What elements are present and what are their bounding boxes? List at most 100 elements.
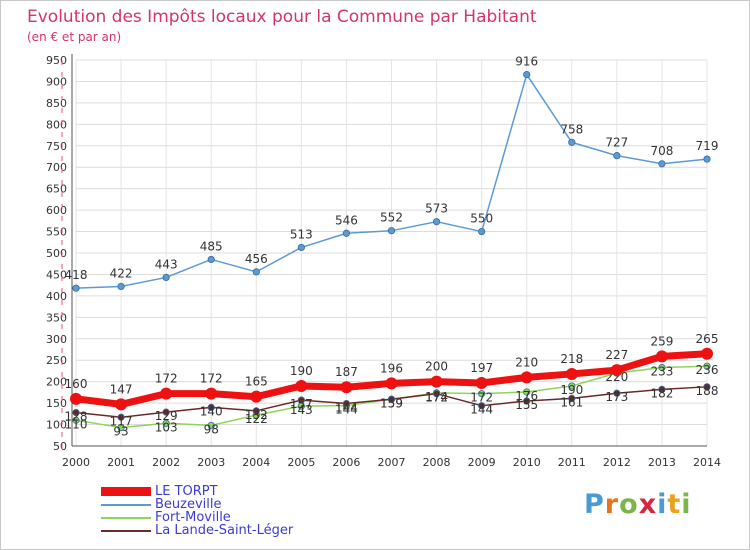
data-point	[72, 284, 80, 292]
data-point	[523, 388, 531, 396]
data-point	[387, 227, 396, 235]
data-point	[162, 419, 170, 427]
data-point	[162, 408, 170, 416]
data-label: 708	[650, 144, 673, 158]
logo-letter: i	[657, 489, 668, 520]
data-label: 140	[200, 404, 223, 418]
x-tick-label: 2009	[468, 456, 496, 469]
data-label: 188	[696, 384, 719, 398]
y-tick-label: 300	[46, 333, 67, 346]
y-tick-label: 950	[46, 54, 67, 67]
data-point	[115, 398, 128, 411]
data-label: 485	[200, 239, 223, 253]
y-tick-label: 500	[46, 247, 67, 260]
data-label: 144	[470, 403, 493, 417]
legend-item: Beuzeville	[101, 498, 293, 511]
data-label: 573	[425, 202, 448, 216]
legend-item: LE TORPT	[101, 485, 293, 498]
data-point	[342, 399, 351, 408]
data-label: 190	[290, 364, 313, 378]
data-point	[205, 387, 218, 400]
data-point	[478, 402, 486, 410]
data-point	[117, 413, 125, 421]
data-label: 128	[65, 410, 88, 424]
y-tick-label: 750	[46, 140, 67, 153]
x-tick-label: 2001	[107, 456, 135, 469]
data-label: 110	[65, 417, 88, 431]
x-tick-label: 2006	[332, 456, 360, 469]
data-label: 916	[515, 55, 538, 69]
logo-letter: o	[619, 489, 639, 520]
data-point	[70, 392, 82, 405]
legend-label: Fort-Moville	[155, 510, 231, 525]
data-point	[432, 218, 441, 226]
data-point	[655, 350, 668, 363]
x-tick-label: 2011	[558, 456, 586, 469]
data-point	[207, 403, 215, 411]
data-label: 218	[560, 352, 583, 366]
data-point	[297, 396, 305, 404]
y-tick-label: 150	[46, 397, 67, 410]
logo-letter: t	[667, 489, 682, 520]
data-label: 172	[155, 372, 178, 386]
data-point	[340, 381, 353, 394]
data-label: 160	[65, 377, 88, 391]
data-point	[523, 70, 531, 79]
legend-item: La Lande-Saint-Léger	[101, 524, 293, 537]
data-label: 161	[560, 395, 583, 409]
x-tick-label: 2005	[287, 456, 315, 469]
data-label: 187	[335, 365, 358, 379]
data-label: 172	[425, 391, 448, 405]
data-point	[72, 408, 80, 417]
data-label: 227	[605, 348, 628, 362]
data-point	[568, 382, 576, 390]
y-tick-label: 400	[46, 290, 67, 303]
data-point	[610, 364, 623, 377]
chart-title: Evolution des Impôts locaux pour la Comm…	[27, 7, 537, 27]
data-point	[252, 268, 260, 276]
logo-letter: P	[584, 489, 605, 520]
y-tick-label: 850	[46, 97, 67, 110]
data-point	[342, 229, 351, 237]
x-tick-label: 2010	[513, 456, 541, 469]
data-label: 259	[650, 334, 673, 348]
data-point	[117, 282, 125, 291]
data-point	[207, 255, 215, 264]
data-label: 546	[335, 213, 358, 227]
data-point	[520, 371, 533, 384]
legend-swatch	[101, 516, 151, 519]
data-point	[523, 397, 531, 405]
data-point	[250, 390, 263, 403]
data-label: 103	[155, 420, 178, 434]
y-tick-label: 550	[46, 226, 67, 239]
data-label: 182	[650, 386, 673, 400]
x-tick-label: 2013	[648, 456, 676, 469]
data-label: 418	[65, 268, 88, 282]
data-point	[252, 407, 260, 415]
data-label: 236	[696, 363, 719, 377]
proxiti-logo: Proxiti	[584, 489, 692, 520]
data-point	[701, 347, 713, 360]
legend-item: Fort-Moville	[101, 511, 293, 524]
data-point	[385, 377, 398, 390]
data-point	[432, 390, 441, 398]
data-label: 265	[696, 332, 719, 346]
data-label: 132	[245, 408, 268, 422]
data-point	[162, 273, 170, 282]
data-label: 233	[650, 365, 673, 379]
x-tick-label: 2000	[62, 456, 90, 469]
y-tick-label: 600	[46, 204, 67, 217]
chart-legend: LE TORPT Beuzeville Fort-Moville La Lande-S…	[101, 485, 293, 537]
data-label: 552	[380, 211, 403, 225]
data-point	[658, 385, 666, 393]
data-label: 176	[515, 389, 538, 403]
data-label: 196	[380, 361, 403, 375]
data-point	[297, 243, 305, 252]
data-label: 98	[204, 422, 219, 436]
data-point	[295, 379, 308, 392]
x-tick-label: 2008	[423, 456, 451, 469]
legend-swatch	[101, 529, 151, 532]
data-label: 157	[290, 397, 313, 411]
data-label: 144	[335, 401, 358, 415]
